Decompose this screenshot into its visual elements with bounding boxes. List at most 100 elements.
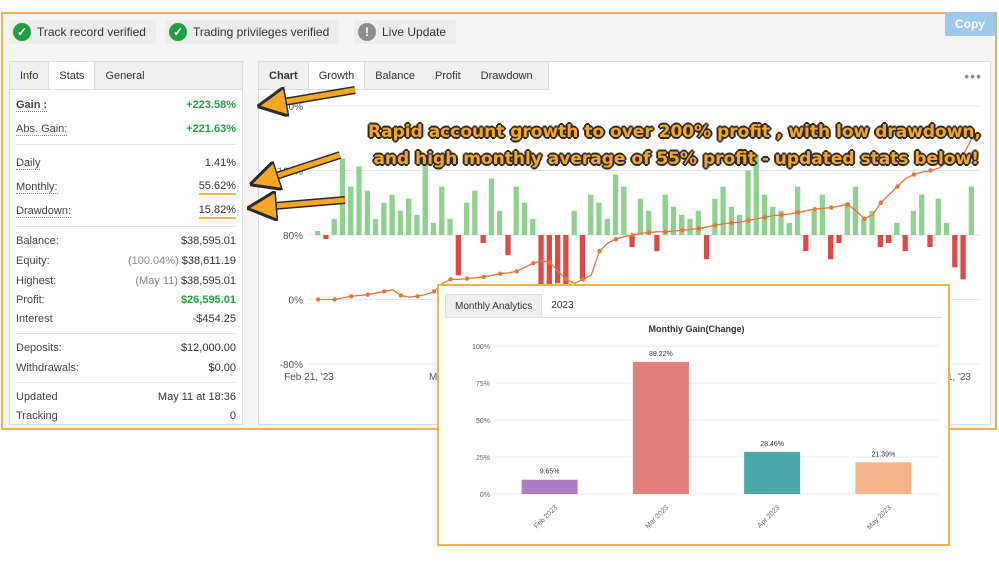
- withdrawals-row: Withdrawals: $0.00: [16, 359, 236, 377]
- monthly-analytics-popup: Monthly Analytics 2023 Monthly Gain(Chan…: [437, 284, 950, 546]
- growth-chart: 240%160%80%0%-80%Feb 21, '23Mar11, '23: [277, 102, 981, 383]
- equity-label: Equity:: [16, 255, 50, 267]
- growth-point: [580, 277, 586, 282]
- growth-bar: [348, 186, 354, 235]
- daily-value: 1.41%: [204, 157, 236, 169]
- check-icon: ✓: [13, 23, 31, 41]
- y-tick-label: 25%: [476, 455, 490, 462]
- growth-point: [795, 210, 801, 215]
- growth-point: [448, 277, 453, 282]
- tab-info[interactable]: Info: [20, 70, 39, 82]
- popup-tabs: Monthly Analytics 2023: [445, 294, 942, 318]
- growth-bar: [439, 186, 445, 235]
- growth-point: [746, 218, 751, 223]
- growth-point: [779, 212, 784, 218]
- tab-stats[interactable]: Stats: [48, 62, 96, 89]
- monthly-label[interactable]: Monthly:: [16, 180, 58, 194]
- tab-chart[interactable]: Chart: [269, 70, 298, 82]
- growth-bar: [406, 198, 412, 235]
- abs-gain-value: +221.63%: [186, 123, 236, 135]
- growth-point: [928, 168, 933, 173]
- daily-label[interactable]: Daily: [16, 156, 41, 170]
- growth-bar: [563, 235, 569, 288]
- growth-bar: [720, 186, 726, 235]
- growth-bar: [397, 210, 404, 235]
- growth-bar: [596, 202, 602, 235]
- growth-point: [696, 226, 701, 231]
- growth-bar: [621, 186, 627, 235]
- growth-point: [398, 293, 404, 298]
- tab-growth[interactable]: Growth: [307, 62, 366, 89]
- chart-tabs: Chart Growth Balance Profit Drawdown: [259, 62, 549, 90]
- y-tick-label: 75%: [476, 381, 490, 388]
- growth-bar: [695, 210, 701, 235]
- badge-label: Live Update: [382, 25, 447, 39]
- tab-drawdown[interactable]: Drawdown: [480, 70, 533, 82]
- growth-bar: [770, 206, 776, 235]
- growth-bar: [811, 210, 817, 235]
- growth-point: [762, 215, 768, 220]
- tab-general[interactable]: General: [105, 70, 145, 82]
- growth-bar: [488, 178, 495, 235]
- tab-profit[interactable]: Profit: [434, 70, 461, 82]
- growth-point: [382, 289, 387, 294]
- growth-bar: [637, 198, 643, 235]
- tab-monthly-analytics[interactable]: Monthly Analytics: [445, 294, 543, 317]
- growth-bar: [960, 235, 966, 280]
- growth-bar: [654, 235, 660, 252]
- growth-bar: [339, 158, 346, 235]
- check-icon: ✓: [169, 23, 187, 41]
- growth-bar: [430, 222, 437, 235]
- interest-label: Interest: [16, 313, 53, 325]
- growth-bar: [463, 202, 470, 235]
- growth-point: [911, 172, 917, 177]
- gain-row: Gain : +223.58%: [16, 96, 236, 114]
- monthly-row: Monthly: 55.62%: [16, 178, 236, 196]
- y-tick-label: 240%: [277, 102, 303, 113]
- growth-bar: [670, 206, 677, 235]
- growth-bar: [372, 218, 379, 235]
- growth-point: [531, 261, 536, 266]
- growth-bar: [389, 194, 395, 235]
- growth-bar: [935, 198, 941, 235]
- growth-bar: [844, 202, 850, 235]
- tab-2023[interactable]: 2023: [542, 294, 583, 317]
- tracking-label: Tracking: [16, 410, 58, 422]
- tab-balance[interactable]: Balance: [375, 70, 415, 82]
- updated-label: Updated: [16, 391, 58, 403]
- growth-bar: [869, 210, 875, 235]
- growth-bar: [414, 214, 420, 235]
- drawdown-label[interactable]: Drawdown:: [16, 204, 72, 218]
- drawdown-row: Drawdown: 15.82%: [16, 202, 236, 220]
- more-icon[interactable]: •••: [964, 68, 982, 84]
- divider: [16, 226, 236, 227]
- growth-point: [497, 271, 503, 276]
- badge-label: Track record verified: [37, 25, 146, 39]
- growth-point: [415, 294, 420, 299]
- growth-bar: [588, 194, 594, 235]
- monthly-chart: Monthly Gain(Change) 100% 75% 50% 25% 0% 9.65%…: [472, 324, 939, 531]
- highest-row: Highest: (May 11) $38,595.01: [16, 272, 236, 290]
- growth-point: [481, 274, 486, 280]
- copy-button[interactable]: Copy: [945, 12, 995, 36]
- growth-bar: [968, 186, 974, 235]
- bar-data-label: 89.22%: [649, 351, 673, 358]
- growth-bar: [894, 222, 900, 235]
- live-update-badge[interactable]: ! Live Update: [354, 20, 457, 44]
- growth-bar: [885, 235, 892, 244]
- growth-point: [597, 248, 602, 254]
- growth-bar: [737, 214, 743, 235]
- abs-gain-label[interactable]: Abs. Gain:: [16, 122, 68, 136]
- gain-label[interactable]: Gain :: [16, 98, 48, 112]
- balance-row: Balance: $38,595.01: [16, 232, 236, 250]
- growth-bar: [521, 202, 528, 235]
- growth-bar: [538, 235, 544, 292]
- monthly-value: 55.62%: [198, 180, 236, 195]
- growth-point: [431, 289, 437, 294]
- annotation-line-2: and high monthly average of 55% profit -…: [373, 149, 979, 169]
- growth-bar: [778, 210, 784, 235]
- growth-bar: [323, 235, 329, 240]
- balance-label: Balance:: [16, 235, 59, 247]
- divider: [16, 333, 236, 334]
- bar-data-label: 28.46%: [760, 441, 784, 448]
